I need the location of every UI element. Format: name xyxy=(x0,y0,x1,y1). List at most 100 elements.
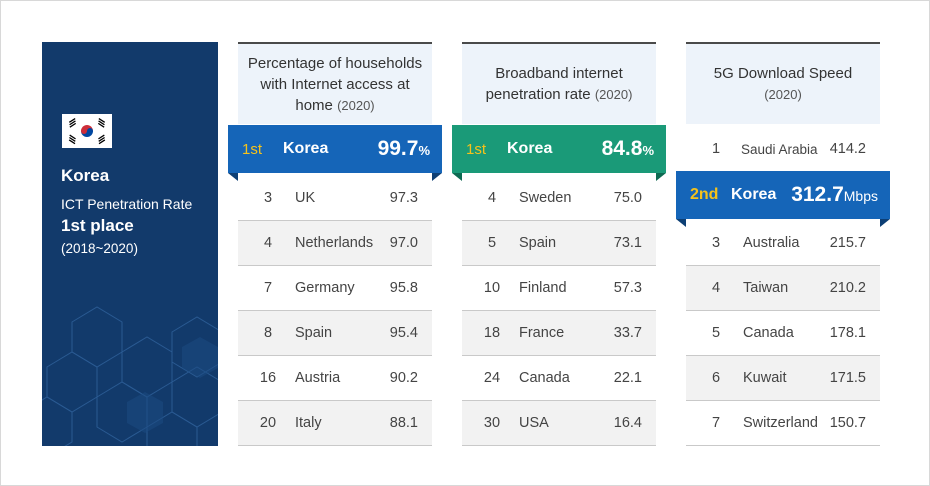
row-country: USA xyxy=(519,415,549,431)
highlight-row-korea: 1st Korea 84.8% xyxy=(452,125,666,181)
table-row: 18 France 33.7 xyxy=(462,311,656,356)
row-country: Germany xyxy=(295,280,355,296)
row-country: Canada xyxy=(743,325,794,341)
row-value: 215.7 xyxy=(829,235,866,251)
table-year: (2020) xyxy=(594,87,633,102)
row-rank: 5 xyxy=(711,325,721,341)
highlight-row-korea: 1st Korea 99.7% xyxy=(228,125,442,181)
broadband-penetration-table: Broadband internet penetration rate (202… xyxy=(462,42,656,124)
row-country: Spain xyxy=(295,325,333,341)
highlight-country: Korea xyxy=(731,186,777,203)
row-value: 150.7 xyxy=(829,415,866,431)
highlight-country: Korea xyxy=(283,140,329,157)
table-row: 7 Switzerland 150.7 xyxy=(686,401,880,446)
row-rank: 4 xyxy=(711,280,721,296)
country-name: Korea xyxy=(61,166,110,185)
table-header: Broadband internet penetration rate (202… xyxy=(462,42,656,124)
row-value: 414.2 xyxy=(829,141,866,157)
metric-label: ICT Penetration Rate xyxy=(61,196,193,212)
row-rank: 18 xyxy=(483,325,501,341)
table-row: 5 Canada 178.1 xyxy=(686,311,880,356)
row-value: 97.0 xyxy=(389,235,418,251)
table-title: 5G Download Speed xyxy=(713,65,853,82)
highlight-rank: 1st xyxy=(242,140,263,158)
row-rank: 8 xyxy=(263,325,273,341)
row-value: 73.1 xyxy=(613,235,642,251)
row-country: Canada xyxy=(519,370,570,386)
summary-panel: Korea ICT Penetration Rate 1st place (20… xyxy=(42,42,218,446)
table-row: 16 Austria 90.2 xyxy=(238,356,432,401)
table-row: 24 Canada 22.1 xyxy=(462,356,656,401)
row-country: Saudi Arabia xyxy=(741,141,818,157)
row-value: 88.1 xyxy=(389,415,418,431)
row-value: 171.5 xyxy=(829,370,866,386)
row-value: 97.3 xyxy=(389,190,418,206)
row-rank: 1 xyxy=(711,141,721,157)
row-value: 95.4 xyxy=(389,325,418,341)
table-header: Percentage of households with Internet a… xyxy=(238,42,432,124)
row-country: Taiwan xyxy=(743,280,789,296)
highlight-row-korea: 2nd Korea 312.7Mbps xyxy=(676,171,890,227)
5g-download-speed-table: 5G Download Speed (2020) xyxy=(686,42,880,124)
households-internet-table: Percentage of households with Internet a… xyxy=(238,42,432,124)
row-country: Australia xyxy=(743,235,800,251)
row-rank: 7 xyxy=(711,415,721,431)
table-row: 6 Kuwait 171.5 xyxy=(686,356,880,401)
row-country: Switzerland xyxy=(743,415,818,431)
row-rank: 7 xyxy=(263,280,273,296)
table-row: 4 Netherlands 97.0 xyxy=(238,221,432,266)
table-row: 20 Italy 88.1 xyxy=(238,401,432,446)
place-label: 1st place xyxy=(61,216,134,235)
table-title: Percentage of households with Internet a… xyxy=(247,54,423,114)
korea-flag-icon xyxy=(62,114,112,148)
row-value: 22.1 xyxy=(613,370,642,386)
row-value: 16.4 xyxy=(613,415,642,431)
table-row: 3 Australia 215.7 xyxy=(686,221,880,266)
table-year: (2020) xyxy=(337,97,375,113)
row-country: Kuwait xyxy=(743,370,787,386)
table-row: 4 Sweden 75.0 xyxy=(462,176,656,221)
row-country: France xyxy=(519,325,565,341)
row-rank: 3 xyxy=(711,235,721,251)
table-row: 10 Finland 57.3 xyxy=(462,266,656,311)
table-year: (2020) xyxy=(764,87,802,102)
table-row: 4 Taiwan 210.2 xyxy=(686,266,880,311)
row-rank: 24 xyxy=(483,370,501,386)
row-country: UK xyxy=(295,190,316,206)
row-country: Sweden xyxy=(519,190,572,206)
row-rank: 4 xyxy=(263,235,273,251)
row-value: 90.2 xyxy=(389,370,418,386)
hexagon-pattern xyxy=(42,306,218,446)
row-country: Finland xyxy=(519,280,567,296)
row-country: Austria xyxy=(295,370,341,386)
highlight-rank: 2nd xyxy=(690,186,719,203)
row-rank: 4 xyxy=(487,190,497,206)
highlight-value: 312.7Mbps xyxy=(791,183,878,206)
row-value: 95.8 xyxy=(389,280,418,296)
table-row: 7 Germany 95.8 xyxy=(238,266,432,311)
highlight-value: 84.8% xyxy=(601,137,654,160)
row-country: Italy xyxy=(295,415,322,431)
row-rank: 30 xyxy=(483,415,501,431)
years-label: (2018~2020) xyxy=(61,241,138,256)
row-rank: 5 xyxy=(487,235,497,251)
row-rank: 10 xyxy=(483,280,501,296)
table-row: 8 Spain 95.4 xyxy=(238,311,432,356)
highlight-value: 99.7% xyxy=(377,137,430,160)
row-value: 210.2 xyxy=(829,280,866,296)
table-row: 5 Spain 73.1 xyxy=(462,221,656,266)
table-title: Broadband internet penetration rate xyxy=(485,65,623,103)
row-value: 178.1 xyxy=(829,325,866,341)
row-value: 57.3 xyxy=(613,280,642,296)
row-value: 75.0 xyxy=(613,190,642,206)
table-header: 5G Download Speed (2020) xyxy=(686,42,880,124)
row-rank: 20 xyxy=(259,415,277,431)
table-row: 1 Saudi Arabia 414.2 xyxy=(686,127,880,171)
table-row: 3 UK 97.3 xyxy=(238,176,432,221)
highlight-rank: 1st xyxy=(466,140,487,158)
row-rank: 16 xyxy=(259,370,277,386)
row-country: Netherlands xyxy=(295,235,374,251)
row-country: Spain xyxy=(519,235,557,251)
row-rank: 6 xyxy=(711,370,721,386)
